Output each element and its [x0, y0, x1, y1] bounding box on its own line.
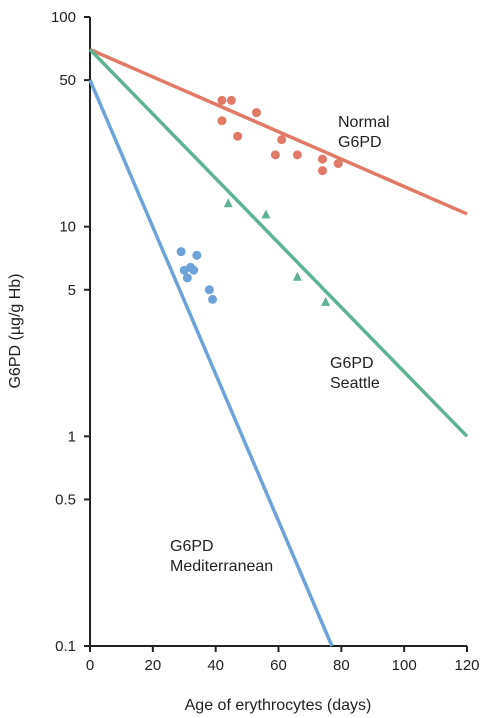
data-point — [292, 271, 302, 281]
data-point — [292, 150, 302, 160]
y-tick-label: 50 — [59, 72, 76, 89]
x-tick-label: 120 — [454, 657, 479, 674]
data-point — [270, 150, 280, 160]
data-point — [277, 135, 287, 145]
y-tick-label: 5 — [68, 282, 76, 299]
y-axis-title: G6PD (µg/g Hb) — [7, 273, 24, 388]
series-line — [88, 79, 334, 647]
y-tick-label: 0.1 — [55, 638, 76, 655]
x-tick-label: 20 — [144, 657, 161, 674]
data-point — [333, 159, 343, 169]
data-point — [317, 154, 327, 164]
data-point — [233, 131, 243, 141]
data-point — [204, 285, 214, 295]
x-axis-title: Age of erythrocytes (days) — [185, 697, 372, 714]
series-lines — [88, 47, 469, 647]
data-point — [252, 108, 262, 118]
series-label: G6PD Seattle — [330, 355, 380, 392]
y-tick-label: 10 — [59, 219, 76, 236]
y-tick-label: 100 — [51, 9, 76, 26]
data-point — [223, 198, 233, 208]
data-point — [208, 294, 218, 304]
data-point — [179, 265, 189, 275]
data-point — [176, 247, 186, 257]
series-line — [89, 47, 468, 216]
data-point — [217, 95, 227, 105]
data-point — [192, 250, 202, 260]
data-point — [317, 166, 327, 176]
y-tick-label: 1 — [68, 428, 76, 445]
x-tick-label: 100 — [392, 657, 417, 674]
x-tick-label: 0 — [86, 657, 94, 674]
series-line — [88, 48, 469, 438]
data-point — [321, 296, 331, 306]
series-label: Normal G6PD — [338, 114, 390, 151]
axes: 0.1 0.5 1 5 10 50 100 0 20 40 60 80 100 120 — [51, 9, 480, 674]
data-point — [182, 273, 192, 283]
data-point — [261, 209, 271, 219]
series-points — [176, 95, 343, 306]
series-label: G6PD Mediterranean — [170, 538, 273, 575]
y-tick-label: 0.5 — [55, 491, 76, 508]
x-tick-label: 40 — [207, 657, 224, 674]
data-point — [226, 95, 236, 105]
x-tick-label: 80 — [333, 657, 350, 674]
series-labels: Normal G6PD G6PD Seattle G6PD Mediterranean — [170, 114, 390, 575]
data-point — [217, 116, 227, 126]
x-tick-label: 60 — [270, 657, 287, 674]
